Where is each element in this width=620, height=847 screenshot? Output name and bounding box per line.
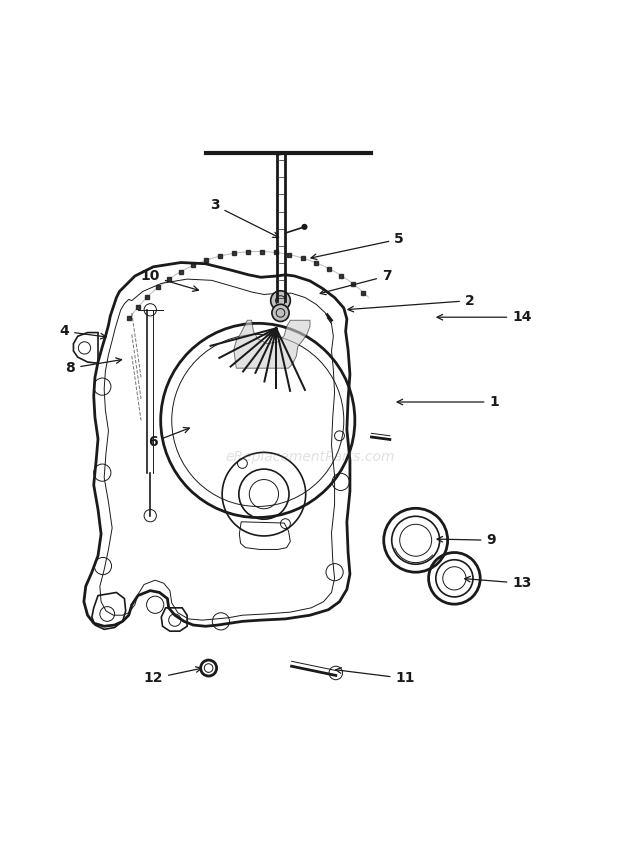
- Text: 13: 13: [465, 576, 532, 590]
- Text: 5: 5: [311, 232, 404, 259]
- Text: 6: 6: [149, 428, 189, 449]
- Text: eReplacementParts.com: eReplacementParts.com: [225, 451, 395, 464]
- Circle shape: [271, 291, 290, 311]
- Text: 4: 4: [60, 324, 106, 339]
- Text: 9: 9: [437, 534, 496, 547]
- Text: 8: 8: [66, 357, 122, 375]
- Text: 14: 14: [437, 310, 532, 324]
- Text: 10: 10: [141, 269, 198, 291]
- Text: 11: 11: [335, 667, 415, 685]
- Circle shape: [272, 304, 289, 322]
- Text: 1: 1: [397, 395, 499, 409]
- Polygon shape: [234, 320, 310, 368]
- Text: 7: 7: [320, 269, 392, 295]
- Text: 3: 3: [210, 198, 278, 237]
- Text: 2: 2: [348, 294, 475, 312]
- Text: 12: 12: [144, 667, 202, 685]
- Circle shape: [301, 224, 308, 230]
